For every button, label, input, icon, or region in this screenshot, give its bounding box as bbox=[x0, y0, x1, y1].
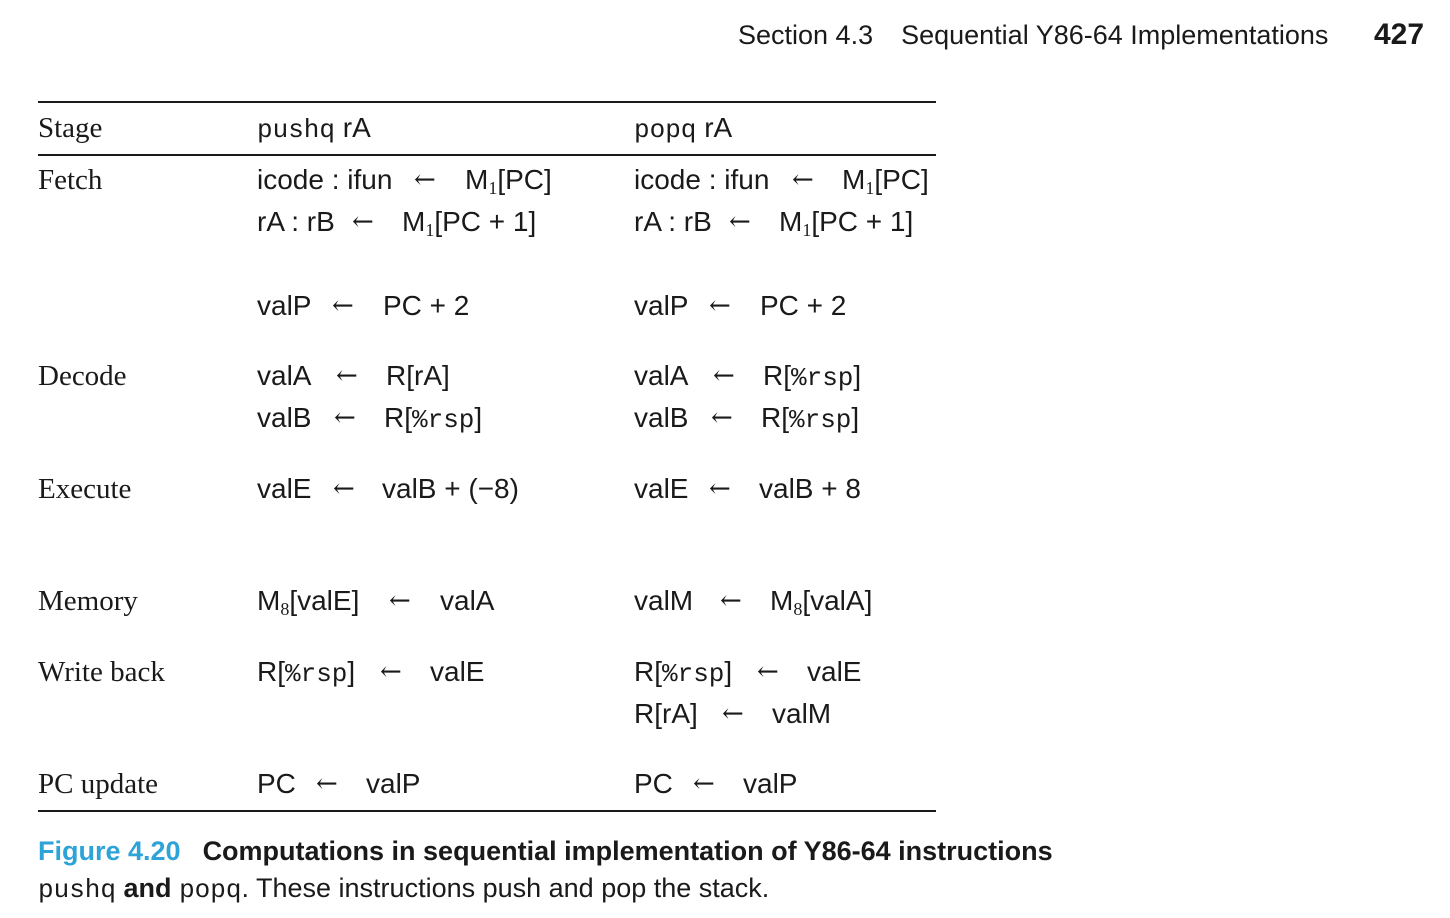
push-memory-rhs: valA bbox=[440, 585, 495, 616]
caption-description: . These instructions push and pop the st… bbox=[241, 873, 770, 903]
push-fetch1-arrow: ← bbox=[414, 165, 436, 195]
push-decode1-arrow: ← bbox=[336, 361, 358, 391]
caption-and: and bbox=[123, 873, 172, 903]
header-popq-op: popq bbox=[634, 115, 697, 145]
pop-pcupdate-rhs: valP bbox=[743, 768, 798, 799]
pop-pcupdate-arrow: ← bbox=[693, 769, 715, 799]
pop-fetch2-rhs: M1[PC + 1] bbox=[779, 206, 914, 240]
stage-execute: Execute bbox=[38, 473, 132, 505]
push-decode2-arrow: ← bbox=[334, 403, 356, 433]
push-execute-rhs: valB + (−8) bbox=[382, 473, 519, 504]
push-fetch2-lhs: rA : rB bbox=[257, 206, 335, 237]
push-writeback-rhs: valE bbox=[430, 656, 485, 687]
pop-execute-rhs: valB + 8 bbox=[759, 473, 861, 504]
pop-fetch1-lhs: icode : ifun bbox=[634, 164, 770, 195]
push-fetch1-lhs: icode : ifun bbox=[257, 164, 393, 195]
push-memory-arrow: ← bbox=[389, 586, 411, 616]
push-fetch1-rhs: M1[PC] bbox=[465, 164, 552, 198]
pop-fetch3-lhs: valP bbox=[634, 290, 689, 321]
pop-fetch1-arrow: ← bbox=[792, 165, 814, 195]
push-decode1-rhs: R[rA] bbox=[386, 360, 450, 391]
push-fetch3-rhs: PC + 2 bbox=[383, 290, 470, 321]
header-stage: Stage bbox=[38, 112, 103, 144]
stage-memory: Memory bbox=[38, 585, 138, 617]
pop-fetch2-lhs: rA : rB bbox=[634, 206, 712, 237]
pop-fetch3-rhs: PC + 2 bbox=[760, 290, 847, 321]
push-memory-lhs: M8[valE] bbox=[257, 585, 360, 619]
push-pcupdate-arrow: ← bbox=[316, 769, 338, 799]
pop-memory-lhs: valM bbox=[634, 585, 694, 616]
pop-decode2-rhs: R[%rsp] bbox=[761, 402, 860, 435]
stage-pcupdate: PC update bbox=[38, 768, 159, 800]
stage-writeback: Write back bbox=[38, 656, 165, 688]
push-decode2-lhs: valB bbox=[257, 402, 312, 433]
page-number: 427 bbox=[1374, 18, 1425, 51]
table-bottom-rule bbox=[38, 810, 936, 812]
pop-decode1-lhs: valA bbox=[634, 360, 689, 391]
push-pcupdate-rhs: valP bbox=[366, 768, 421, 799]
push-fetch2-arrow: ← bbox=[352, 207, 374, 237]
pop-decode1-arrow: ← bbox=[713, 361, 735, 391]
table-header-rule bbox=[38, 154, 936, 156]
header-pushq: pushq rA bbox=[257, 111, 371, 147]
pop-fetch1-rhs: M1[PC] bbox=[842, 164, 929, 198]
pop-writeback1-lhs: R[%rsp] bbox=[634, 656, 733, 689]
stage-fetch: Fetch bbox=[38, 164, 103, 196]
section-label: Section 4.3 bbox=[738, 20, 874, 50]
push-fetch3-arrow: ← bbox=[332, 291, 354, 321]
push-execute-arrow: ← bbox=[333, 474, 355, 504]
header-popq: popq rA bbox=[634, 111, 732, 147]
pop-decode2-arrow: ← bbox=[711, 403, 733, 433]
pop-writeback2-lhs: R[rA] bbox=[634, 698, 698, 729]
pop-decode1-rhs: R[%rsp] bbox=[763, 360, 862, 393]
push-writeback-lhs: R[%rsp] bbox=[257, 656, 356, 689]
stage-decode: Decode bbox=[38, 360, 127, 392]
pop-pcupdate-lhs: PC bbox=[634, 768, 673, 799]
running-head: Section 4.3 Sequential Y86-64 Implementat… bbox=[738, 20, 1328, 51]
figure-title: Computations in sequential implementatio… bbox=[202, 836, 1053, 866]
pop-execute-lhs: valE bbox=[634, 473, 689, 504]
push-decode1-lhs: valA bbox=[257, 360, 312, 391]
pop-writeback1-arrow: ← bbox=[757, 657, 779, 687]
pop-writeback1-rhs: valE bbox=[807, 656, 862, 687]
pop-execute-arrow: ← bbox=[709, 474, 731, 504]
push-execute-lhs: valE bbox=[257, 473, 312, 504]
section-title: Sequential Y86-64 Implementations bbox=[901, 20, 1329, 50]
caption-code-pushq: pushq bbox=[38, 875, 117, 905]
header-popq-reg: rA bbox=[704, 112, 733, 143]
push-pcupdate-lhs: PC bbox=[257, 768, 296, 799]
pop-memory-arrow: ← bbox=[720, 586, 742, 616]
figure-caption-line1: Figure 4.20 Computations in sequential im… bbox=[38, 836, 1053, 867]
pop-fetch3-arrow: ← bbox=[709, 291, 731, 321]
pop-fetch2-arrow: ← bbox=[729, 207, 751, 237]
figure-label: Figure 4.20 bbox=[38, 836, 181, 866]
caption-code-popq: popq bbox=[179, 875, 242, 905]
header-pushq-reg: rA bbox=[342, 112, 371, 143]
header-pushq-op: pushq bbox=[257, 115, 336, 145]
push-fetch2-rhs: M1[PC + 1] bbox=[402, 206, 537, 240]
table-top-rule bbox=[38, 101, 936, 103]
pop-memory-rhs: M8[valA] bbox=[770, 585, 873, 619]
push-writeback-arrow: ← bbox=[380, 657, 402, 687]
figure-caption-line2: pushq and popq. These instructions push … bbox=[38, 873, 769, 905]
pop-writeback2-rhs: valM bbox=[772, 698, 832, 729]
pop-decode2-lhs: valB bbox=[634, 402, 689, 433]
pop-writeback2-arrow: ← bbox=[722, 699, 744, 729]
push-fetch3-lhs: valP bbox=[257, 290, 312, 321]
push-decode2-rhs: R[%rsp] bbox=[384, 402, 483, 435]
